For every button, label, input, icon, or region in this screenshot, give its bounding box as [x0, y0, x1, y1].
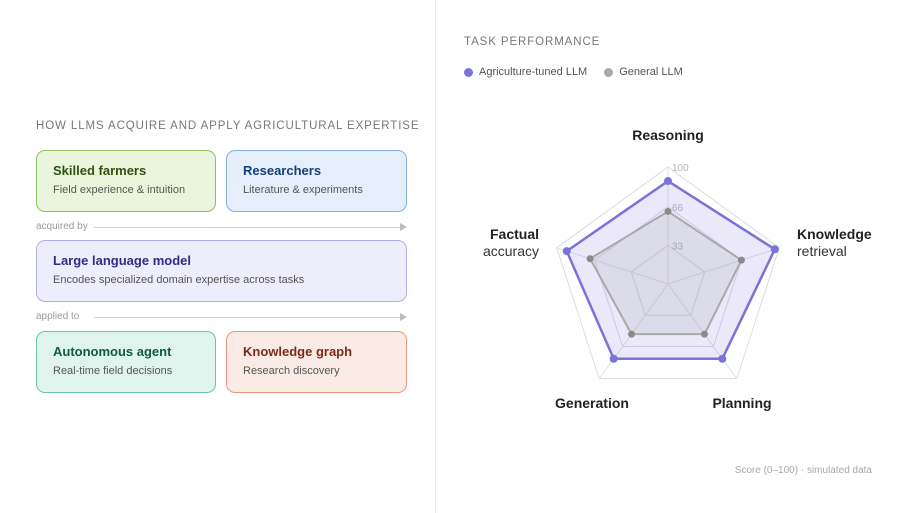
card-autonomous-agent: Autonomous agent Real-time field decisio… [36, 331, 216, 393]
card-large-language-model: Large language model Encodes specialized… [36, 240, 407, 302]
grid-ring [556, 166, 780, 380]
legend-swatch [464, 67, 473, 77]
axis-spoke [598, 283, 669, 379]
series-point [562, 247, 571, 256]
performance-panel: TASK PERFORMANCE Agriculture-tuned LLM G… [436, 0, 900, 513]
series-point [718, 354, 727, 363]
legend-label: General LLM [619, 66, 683, 78]
axis-label: Planning [712, 395, 771, 411]
series-point [770, 245, 779, 254]
card-subtitle: Encodes specialized domain expertise acr… [53, 274, 305, 286]
card-subtitle: Literature & experiments [243, 184, 363, 196]
tick-label: 66 [672, 203, 684, 214]
axis-label: Generation [555, 395, 629, 411]
connector-line [94, 317, 401, 318]
axis-label: Factual [490, 226, 539, 242]
expertise-diagram: HOW LLMS ACQUIRE AND APPLY AGRICULTURAL … [0, 0, 435, 513]
arrow-right-icon [400, 313, 407, 321]
axis-label-line2: retrieval [797, 243, 847, 259]
series-point [700, 330, 708, 338]
card-researchers: Researchers Literature & experiments [226, 150, 407, 212]
card-title: Skilled farmers [53, 163, 147, 178]
chart-note: Score (0–100) · simulated data [734, 465, 872, 476]
connector-acquired-by: acquired by [36, 221, 407, 233]
card-subtitle: Research discovery [243, 365, 340, 377]
chart-legend: Agriculture-tuned LLM General LLM [464, 66, 700, 78]
axis-label-line2: accuracy [483, 243, 539, 259]
card-subtitle: Field experience & intuition [53, 184, 186, 196]
axis-label: Reasoning [632, 127, 704, 143]
card-title: Knowledge graph [243, 344, 353, 359]
series-point [609, 354, 618, 363]
card-skilled-farmers: Skilled farmers Field experience & intui… [36, 150, 216, 212]
series-point [664, 207, 672, 215]
series-point [628, 330, 636, 338]
connector-label: applied to [36, 311, 80, 322]
connector-line [94, 227, 401, 228]
series-area [565, 179, 777, 361]
arrow-right-icon [400, 223, 407, 231]
connector-applied-to: applied to [36, 311, 407, 323]
series-area [589, 210, 743, 336]
tick-label: 100 [672, 163, 689, 174]
axis-spoke [667, 283, 738, 379]
axis-spoke [556, 247, 669, 285]
series-point [664, 177, 672, 186]
chart-title: TASK PERFORMANCE [464, 36, 601, 48]
legend-label: Agriculture-tuned LLM [479, 66, 588, 78]
card-title: Researchers [243, 163, 322, 178]
series-point [586, 255, 594, 263]
panel-divider [435, 0, 436, 513]
legend-item-agri: Agriculture-tuned LLM [464, 66, 587, 78]
card-subtitle: Real-time field decisions [53, 365, 173, 377]
diagram-title: HOW LLMS ACQUIRE AND APPLY AGRICULTURAL … [36, 120, 420, 132]
axis-label: Knowledge [797, 226, 872, 242]
legend-item-general: General LLM [604, 66, 683, 78]
grid-ring [630, 244, 706, 316]
legend-swatch [604, 67, 614, 77]
axis-spoke [667, 247, 780, 285]
tick-label: 33 [672, 241, 684, 252]
connector-label: acquired by [36, 221, 88, 232]
card-title: Large language model [53, 253, 191, 268]
card-knowledge-graph: Knowledge graph Research discovery [226, 331, 407, 393]
card-title: Autonomous agent [53, 344, 172, 359]
series-point [737, 256, 745, 264]
